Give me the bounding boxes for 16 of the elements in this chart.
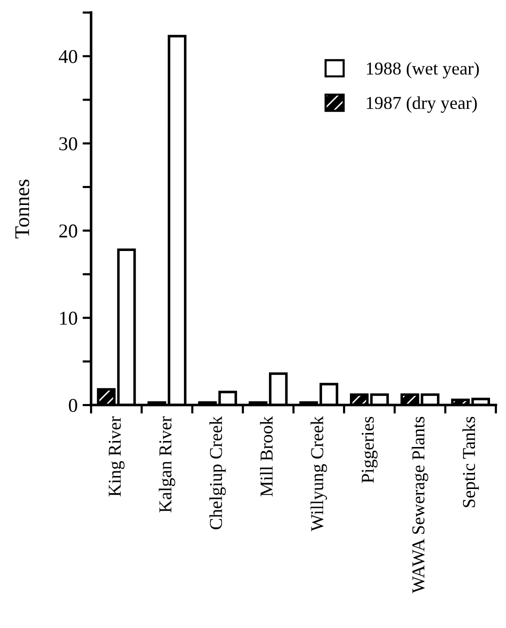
y-tick-label: 0 [68,398,78,412]
y-axis-title: Tonnes [15,180,30,238]
y-tick-label: 10 [60,312,78,325]
y-tick-label: 30 [59,137,78,150]
x-tick-label: Kalgan River [158,416,176,512]
x-tick-label: Chelgiup Creek [209,416,226,530]
y-tick-label: 40 [58,50,78,64]
y-tick-label: 20 [59,224,78,238]
x-tick-label: Piggeries [362,416,378,483]
x-tick-label: King River [108,416,125,496]
legend-label: 1988 (wet year) [366,62,479,78]
x-tick-label: Willyung Creek [310,416,327,532]
legend-label: 1987 (dry year) [366,96,477,113]
x-tick-label: Mill Brook [260,416,273,496]
x-tick-label: Septic Tanks [462,416,479,508]
x-tick-label: WAWA Sewerage Plants [412,416,428,594]
